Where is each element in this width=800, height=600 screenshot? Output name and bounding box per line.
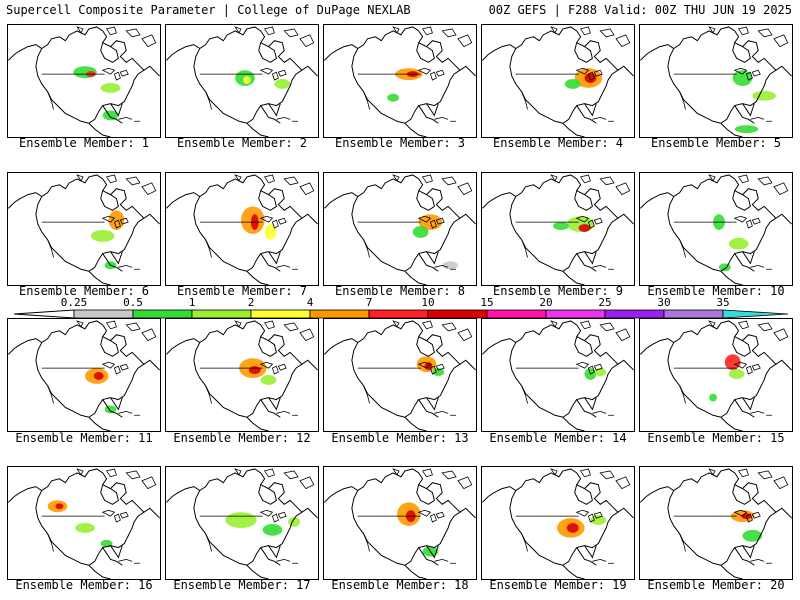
ensemble-member-map xyxy=(165,24,319,138)
scp-contour-area xyxy=(55,503,64,510)
colorbar-segment xyxy=(663,309,724,319)
ensemble-member-map xyxy=(165,172,319,286)
colorbar-tick-label: 15 xyxy=(480,296,493,309)
colorbar-segment xyxy=(73,309,134,319)
scp-contour-area xyxy=(564,79,581,89)
colorbar-tick-label: 20 xyxy=(539,296,552,309)
ensemble-member-map xyxy=(639,24,793,138)
ensemble-member-map xyxy=(323,24,477,138)
ensemble-member-map xyxy=(7,466,161,580)
scp-contour-area xyxy=(90,229,115,242)
colorbar-segment xyxy=(191,309,252,319)
color-scale-legend: 0.25 0.5 1 2 4 7 10 15 20 25 30 35 xyxy=(13,296,789,319)
colorbar-segment xyxy=(132,309,193,319)
scp-contour-area xyxy=(248,366,261,375)
scp-contour-area xyxy=(100,82,121,93)
ensemble-member-map xyxy=(481,172,635,286)
colorbar-tick-label: 0.25 xyxy=(61,296,88,309)
colorbar-segment xyxy=(427,309,488,319)
scp-contour-area xyxy=(225,512,257,528)
ensemble-member-map xyxy=(165,318,319,432)
colorbar-tick-label: 30 xyxy=(657,296,670,309)
scp-contour-area xyxy=(412,226,429,238)
ensemble-member-label: Ensemble Member: 4 xyxy=(492,136,624,150)
scp-contour-area xyxy=(578,224,591,232)
page-title: Supercell Composite Parameter | College … xyxy=(6,3,411,17)
colorbar-tick-label: 0.5 xyxy=(123,296,143,309)
colorbar-tick-label: 1 xyxy=(189,296,196,309)
scp-contour-area xyxy=(590,515,607,525)
ensemble-member-map xyxy=(7,172,161,286)
ensemble-member-label: Ensemble Member: 3 xyxy=(334,136,466,150)
scp-contour-area xyxy=(264,224,277,240)
ensemble-member-map xyxy=(323,466,477,580)
scp-contour-area xyxy=(274,79,291,89)
colorbar-tick-label: 2 xyxy=(248,296,255,309)
ensemble-member-label: Ensemble Member: 10 xyxy=(647,284,785,298)
ensemble-member-label: Ensemble Member: 11 xyxy=(15,431,153,445)
ensemble-member-map xyxy=(323,318,477,432)
colorbar-segment xyxy=(486,309,547,319)
colorbar-tick-label: 35 xyxy=(716,296,729,309)
colorbar-segment xyxy=(722,309,789,319)
scp-contour-area xyxy=(104,405,117,414)
ensemble-member-label: Ensemble Member: 1 xyxy=(18,136,150,150)
scp-contour-area xyxy=(75,523,95,533)
scp-contour-area xyxy=(262,523,283,536)
colorbar-tick-label: 4 xyxy=(307,296,314,309)
colorbar-tick-label: 25 xyxy=(598,296,611,309)
colorbar-segment xyxy=(604,309,665,319)
ensemble-member-label: Ensemble Member: 16 xyxy=(15,578,153,592)
ensemble-member-label: Ensemble Member: 9 xyxy=(492,284,624,298)
scp-contour-area xyxy=(734,125,759,134)
ensemble-member-map xyxy=(7,318,161,432)
scp-contour-area xyxy=(387,93,400,102)
scp-contour-area xyxy=(260,375,277,385)
colorbar-low-end xyxy=(13,309,75,319)
ensemble-member-label: Ensemble Member: 19 xyxy=(489,578,627,592)
ensemble-member-label: Ensemble Member: 20 xyxy=(647,578,785,592)
colorbar-tick-label: 10 xyxy=(421,296,434,309)
scp-contour-area xyxy=(752,90,776,101)
ensemble-member-map xyxy=(481,24,635,138)
scp-contour-area xyxy=(709,393,717,402)
ensemble-member-map xyxy=(323,172,477,286)
ensemble-member-label: Ensemble Member: 14 xyxy=(489,431,627,445)
colorbar-segment xyxy=(368,309,429,319)
ensemble-member-label: Ensemble Member: 15 xyxy=(647,431,785,445)
scp-contour-area xyxy=(728,369,745,379)
colorbar-segment xyxy=(250,309,311,319)
ensemble-member-map xyxy=(639,466,793,580)
scp-contour-area xyxy=(102,110,119,121)
ensemble-member-label: Ensemble Member: 7 xyxy=(176,284,308,298)
valid-time: 00Z GEFS | F288 Valid: 00Z THU JUN 19 20… xyxy=(488,3,792,17)
ensemble-member-label: Ensemble Member: 2 xyxy=(176,136,308,150)
ensemble-member-map xyxy=(639,318,793,432)
scp-contour-area xyxy=(93,372,104,380)
ensemble-member-map xyxy=(481,466,635,580)
scp-contour-area xyxy=(242,76,251,84)
ensemble-member-label: Ensemble Member: 13 xyxy=(331,431,469,445)
ensemble-member-map xyxy=(165,466,319,580)
scp-contour-area xyxy=(718,263,731,272)
ensemble-member-label: Ensemble Member: 12 xyxy=(173,431,311,445)
ensemble-member-map xyxy=(481,318,635,432)
ensemble-member-label: Ensemble Member: 6 xyxy=(18,284,150,298)
colorbar-segment xyxy=(545,309,606,319)
ensemble-member-map xyxy=(639,172,793,286)
scp-contour-area xyxy=(566,523,579,533)
scp-contour-area xyxy=(442,261,458,270)
ensemble-member-map xyxy=(7,24,161,138)
colorbar-tick-label: 7 xyxy=(366,296,373,309)
scp-contour-area xyxy=(742,529,763,542)
scp-contour-area xyxy=(553,222,569,230)
scp-contour-area xyxy=(728,237,749,250)
colorbar-segment xyxy=(309,309,370,319)
ensemble-member-label: Ensemble Member: 17 xyxy=(173,578,311,592)
ensemble-member-label: Ensemble Member: 5 xyxy=(650,136,782,150)
ensemble-member-label: Ensemble Member: 8 xyxy=(334,284,466,298)
scp-contour-area xyxy=(724,354,741,371)
scp-contour-area xyxy=(732,70,753,86)
ensemble-member-label: Ensemble Member: 18 xyxy=(331,578,469,592)
